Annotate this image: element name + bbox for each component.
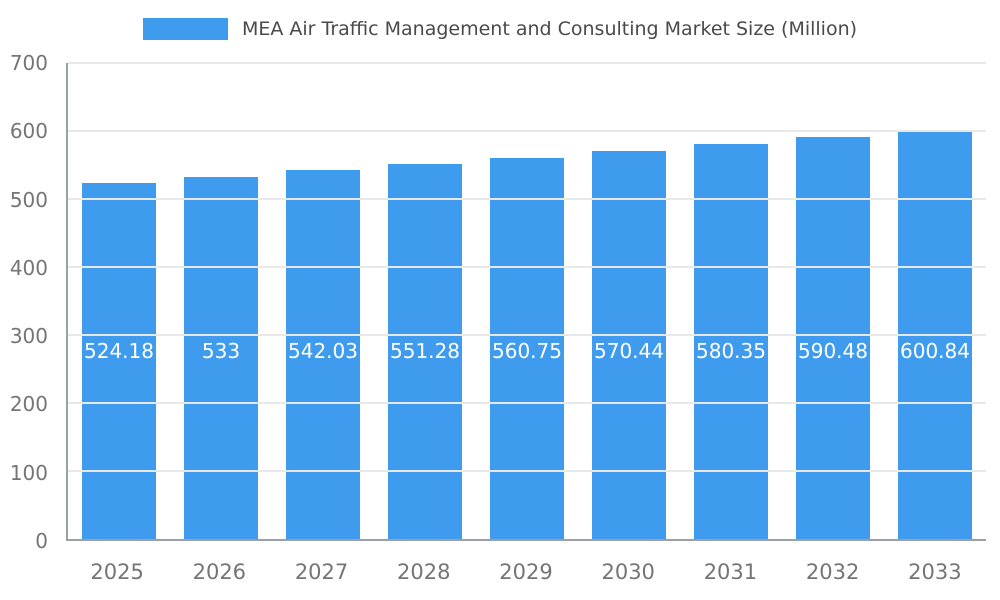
bar-value-label: 524.18 <box>84 339 154 363</box>
x-tick-label: 2030 <box>601 560 655 584</box>
x-axis: 2025 2026 2027 2028 2029 2030 2031 2032 2033 <box>66 558 986 586</box>
y-tick-label: 500 <box>9 187 48 212</box>
x-tick-label: 2028 <box>397 560 451 584</box>
y-tick-label: 300 <box>9 324 48 349</box>
bar-value-label: 590.48 <box>798 339 868 363</box>
bar-slot: 551.28 <box>374 63 476 539</box>
bar-value-label: 570.44 <box>594 339 664 363</box>
gridline <box>68 334 986 336</box>
legend-swatch <box>142 18 228 40</box>
bar-slot: 580.35 <box>680 63 782 539</box>
bar-slot: 524.18 <box>68 63 170 539</box>
x-tick-label: 2033 <box>908 560 962 584</box>
plot-area: 524.18 533 542.03 551.28 560.75 570.44 580.35 5… <box>66 62 986 541</box>
y-tick-label: 0 <box>35 529 48 553</box>
chart-title: MEA Air Traffic Management and Consultin… <box>241 18 858 40</box>
bar-slot: 560.75 <box>476 63 578 539</box>
gridline <box>68 266 986 268</box>
gridline <box>68 470 986 472</box>
x-tick-label: 2025 <box>90 560 144 584</box>
bar-2028: 551.28 <box>388 164 462 539</box>
bars-container: 524.18 533 542.03 551.28 560.75 570.44 580.35 5… <box>68 63 986 539</box>
bar-value-label: 580.35 <box>696 339 766 363</box>
bar-2025: 524.18 <box>82 182 156 539</box>
y-tick-label: 200 <box>9 392 48 417</box>
x-tick-label: 2032 <box>805 560 860 584</box>
bar-value-label: 533 <box>201 339 241 363</box>
bar-slot: 533 <box>170 63 272 539</box>
bar-slot: 542.03 <box>272 63 374 539</box>
bar-2031: 580.35 <box>694 144 768 539</box>
x-tick-label: 2029 <box>499 560 553 584</box>
gridline <box>68 62 986 64</box>
y-tick-label: 600 <box>9 119 48 144</box>
y-axis: 0 100 200 300 400 500 600 700 <box>0 53 58 551</box>
chart-legend: MEA Air Traffic Management and Consultin… <box>0 12 1000 46</box>
y-tick-label: 700 <box>9 51 48 75</box>
bar-2029: 560.75 <box>490 157 564 539</box>
y-tick-label: 100 <box>9 460 48 485</box>
x-tick-label: 2027 <box>294 560 349 584</box>
bar-value-label: 542.03 <box>288 339 358 363</box>
x-tick-label: 2031 <box>703 560 758 584</box>
x-tick-label: 2026 <box>192 560 247 584</box>
gridline <box>68 198 986 200</box>
bar-2027: 542.03 <box>286 170 360 539</box>
bar-slot: 570.44 <box>578 63 680 539</box>
y-tick-label: 400 <box>9 255 48 280</box>
bar-value-label: 551.28 <box>390 339 460 363</box>
gridline <box>68 402 986 404</box>
bar-value-label: 600.84 <box>900 339 970 363</box>
bar-2026: 533 <box>184 176 258 539</box>
bar-value-label: 560.75 <box>492 339 562 363</box>
bar-slot: 590.48 <box>782 63 884 539</box>
bar-2032: 590.48 <box>796 137 870 539</box>
bar-slot: 600.84 <box>884 63 986 539</box>
bar-2030: 570.44 <box>592 151 666 539</box>
gridline <box>68 130 986 132</box>
